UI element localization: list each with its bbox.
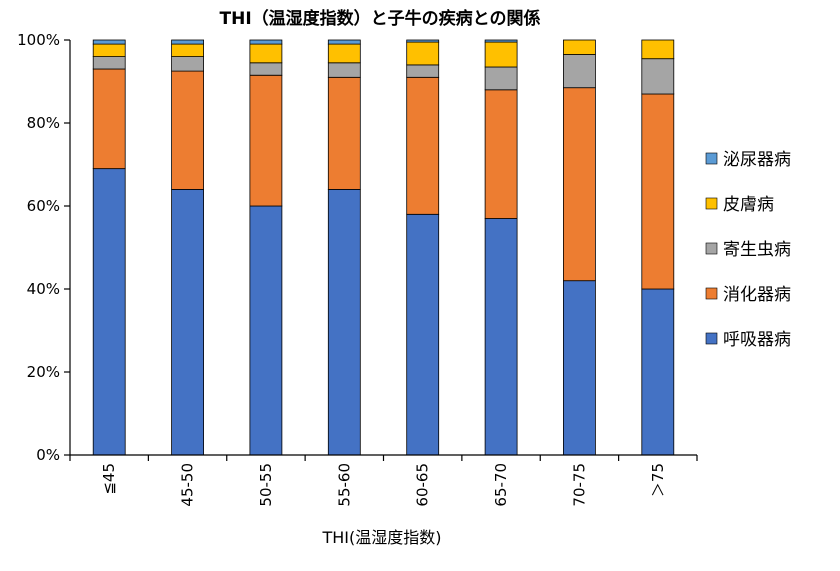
y-tick-label: 80% xyxy=(27,114,60,132)
bar-segment-2-8 xyxy=(641,93,675,290)
legend-label: 寄生虫病 xyxy=(723,240,791,260)
x-tick-label: ≦45 xyxy=(100,463,118,495)
bar-segment-1-6 xyxy=(484,218,518,456)
bar-segment-3-2 xyxy=(171,56,205,72)
bar-segment-1-4 xyxy=(327,188,361,456)
bar-segment-5-6 xyxy=(484,39,518,43)
legend-label: 皮膚病 xyxy=(723,195,774,215)
bar-segment-5-2 xyxy=(171,39,205,45)
bar-segment-3-7 xyxy=(563,54,596,89)
y-tick-label: 40% xyxy=(27,280,60,298)
bar-segment-4-3 xyxy=(249,43,283,64)
legend-swatch xyxy=(705,242,718,255)
legend-swatch xyxy=(705,197,718,210)
bar-segment-4-7 xyxy=(563,39,596,55)
y-tick-label: 20% xyxy=(27,363,60,381)
x-tick-label: 65-70 xyxy=(492,463,510,507)
bar-segment-4-8 xyxy=(641,39,675,60)
bar-segment-3-1 xyxy=(92,56,126,70)
bar-segment-4-6 xyxy=(484,41,518,68)
bar-segment-2-5 xyxy=(406,76,440,215)
x-tick-label: 60-65 xyxy=(414,463,432,507)
bar-segment-4-4 xyxy=(327,43,361,64)
bar-segment-3-5 xyxy=(406,64,440,78)
bar-segment-5-5 xyxy=(406,39,440,43)
legend-swatch xyxy=(705,287,718,300)
x-tick-label: 50-55 xyxy=(257,463,275,507)
x-tick-label: ＞75 xyxy=(649,463,667,497)
bar-segment-1-5 xyxy=(406,213,440,456)
plot-area: ≦45 45-50 50-55 55-60 60-65 65-70 70-75 ＞75 0% 20… xyxy=(17,31,698,507)
bar-segment-1-7 xyxy=(563,280,596,456)
x-tick-label: 55-60 xyxy=(335,463,353,507)
legend-label: 泌尿器病 xyxy=(723,150,791,170)
legend-swatch xyxy=(705,332,718,345)
bar-segment-2-2 xyxy=(171,70,205,190)
bar-segment-4-2 xyxy=(171,43,205,57)
legend-label: 消化器病 xyxy=(723,285,791,305)
bar-segment-3-4 xyxy=(327,62,361,78)
y-tick-label: 0% xyxy=(36,446,60,464)
bar-segment-1-1 xyxy=(92,168,126,456)
bar-segment-2-6 xyxy=(484,89,518,219)
x-tick-label: 45-50 xyxy=(179,463,197,507)
bar-segment-5-4 xyxy=(327,39,361,45)
bar-segment-2-7 xyxy=(563,87,596,282)
bar-segment-2-4 xyxy=(327,76,361,190)
y-tick-label: 100% xyxy=(17,31,60,49)
y-tick-label: 60% xyxy=(27,197,60,215)
bar-segment-1-2 xyxy=(171,188,205,456)
bar-segment-4-1 xyxy=(92,43,126,57)
x-axis-label: THI(温湿度指数) xyxy=(321,528,441,547)
bar-segment-2-1 xyxy=(92,68,126,169)
bar-segment-3-6 xyxy=(484,66,518,91)
chart-title: THI（温湿度指数）と子牛の疾病との関係 xyxy=(220,8,541,29)
legend-swatch xyxy=(705,152,718,165)
bar-segment-1-3 xyxy=(249,205,283,456)
legend-label: 呼吸器病 xyxy=(723,330,791,350)
bar-segment-1-8 xyxy=(641,288,675,456)
bar-segment-3-3 xyxy=(249,62,283,76)
bar-segment-2-3 xyxy=(249,74,283,207)
bar-segment-4-5 xyxy=(406,41,440,66)
bar-segment-5-3 xyxy=(249,39,283,45)
bar-segment-5-1 xyxy=(92,39,126,45)
x-tick-label: 70-75 xyxy=(570,463,588,507)
bar-segment-3-8 xyxy=(641,58,675,95)
